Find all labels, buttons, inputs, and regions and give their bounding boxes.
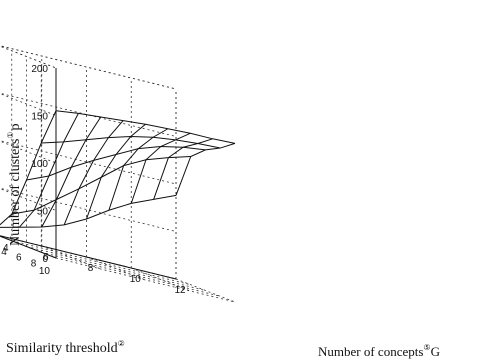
- surface-mesh-column: [63, 120, 124, 226]
- grid-line-floor-y: [55, 257, 236, 303]
- surface-mesh-row: [55, 110, 236, 144]
- grid-line-left-z: [0, 188, 57, 211]
- x-tick-label: 4: [3, 243, 9, 254]
- grid-line-floor-x: [86, 256, 146, 281]
- surface-mesh-row: [41, 135, 221, 149]
- grid-line-floor-x: [175, 278, 236, 303]
- tick-labels: 0501001502002468106810124: [1, 64, 186, 296]
- z-tick-label: 150: [31, 112, 48, 123]
- y-axis-line: [0, 235, 57, 259]
- z-tick-label: 50: [37, 207, 49, 218]
- surface-mesh-column: [18, 113, 79, 228]
- z-axis-label: Number of clusters①p: [6, 124, 23, 246]
- grid-line-floor-y: [11, 240, 191, 286]
- x-tick-label: 10: [130, 274, 142, 285]
- surface-mesh-column: [86, 123, 146, 220]
- grid-line-left-z: [0, 140, 57, 164]
- grid-line-back-z: [0, 140, 177, 185]
- x-tick-label: 8: [88, 263, 94, 274]
- surface-mesh-column: [175, 142, 236, 196]
- y-tick-label: 6: [16, 253, 22, 264]
- z-tick-label: 100: [31, 159, 48, 170]
- y-axis-label: Similarity threshold②: [6, 339, 125, 356]
- x-tick-label: 12: [174, 285, 186, 296]
- surface-mesh-column: [41, 116, 102, 228]
- surface-mesh-column: [0, 110, 57, 226]
- y-tick-label: 8: [31, 258, 37, 269]
- grid-line-back-z: [0, 45, 177, 90]
- z-tick-label: 200: [31, 64, 48, 75]
- surface-mesh: [0, 110, 236, 228]
- surface-mesh-column: [130, 132, 191, 204]
- z-tick-label: 0: [42, 254, 48, 265]
- surface-mesh-column: [153, 138, 213, 200]
- x-axis-line: [0, 235, 177, 280]
- y-tick-label: 10: [39, 266, 51, 277]
- surface-mesh-row: [26, 145, 206, 181]
- grid-line-floor-x: [131, 267, 191, 292]
- y-tick-label: 4: [1, 247, 7, 258]
- x-axis-label: Number of concepts⑤G: [318, 343, 440, 359]
- grid-line-floor-y: [41, 251, 221, 297]
- grid-line-top: [0, 45, 57, 69]
- grid-line-left-z: [0, 93, 57, 116]
- x-tick-label: 6: [43, 252, 49, 263]
- axes-box: [0, 68, 177, 280]
- grid-line-top: [0, 45, 177, 90]
- surface-mesh-column: [108, 128, 169, 211]
